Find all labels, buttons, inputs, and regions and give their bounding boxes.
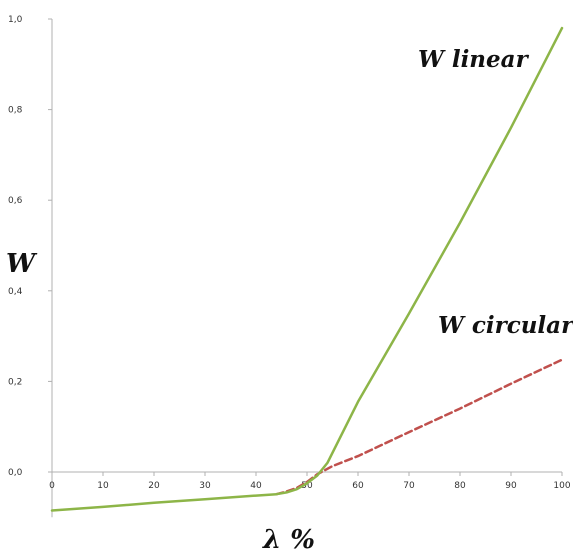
series-label-w-circular: W circular: [438, 312, 573, 339]
x-tick-label: 60: [352, 481, 364, 491]
x-tick-label: 90: [505, 481, 517, 491]
x-tick-label: 50: [301, 481, 313, 491]
x-tick-label: 0: [49, 481, 55, 491]
x-tick-label: 40: [250, 481, 262, 491]
x-tick-label: 100: [553, 481, 570, 491]
x-axis-title: λ %: [262, 525, 315, 555]
axes: [51, 19, 562, 518]
y-tick-label: 0,6: [8, 196, 23, 206]
y-tick-label: 0,4: [8, 287, 23, 297]
series-lines: [50, 26, 564, 512]
x-tick-label: 80: [454, 481, 466, 491]
y-tick-label: 0,0: [8, 468, 23, 478]
x-tick-label: 70: [403, 481, 415, 491]
x-tick-label: 20: [148, 481, 160, 491]
x-tick-label: 30: [199, 481, 211, 491]
y-tick-label: 0,8: [8, 106, 23, 116]
x-tick-label: 10: [97, 481, 109, 491]
series-line-w-linear: [50, 26, 564, 512]
tick-labels: 0 10 20 30 40 50 60 70 80 90 100 1,0 0,8 0,6 0,4 0,2 0,0: [8, 15, 571, 491]
y-axis-title: W: [6, 249, 38, 279]
y-tick-label: 1,0: [8, 15, 23, 25]
y-tick-label: 0,2: [8, 377, 22, 387]
series-label-w-linear: W linear: [418, 46, 530, 73]
